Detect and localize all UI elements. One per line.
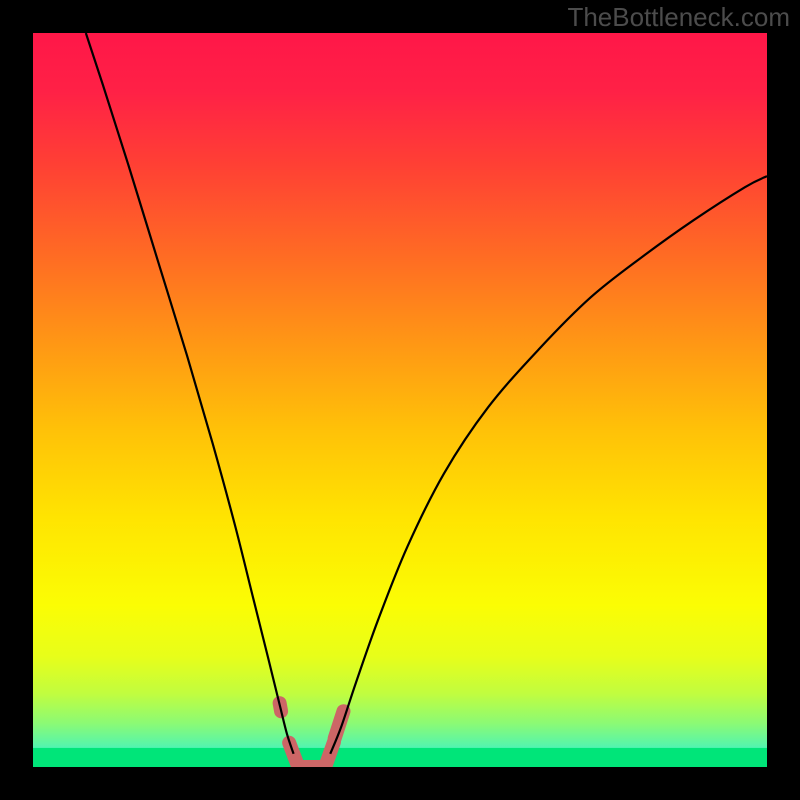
watermark-text: TheBottleneck.com [567, 2, 790, 33]
plot-svg [0, 0, 800, 800]
right-curve [330, 176, 767, 754]
bottom-band [33, 748, 767, 767]
left-curve [86, 33, 294, 754]
chart-stage: TheBottleneck.com [0, 0, 800, 800]
